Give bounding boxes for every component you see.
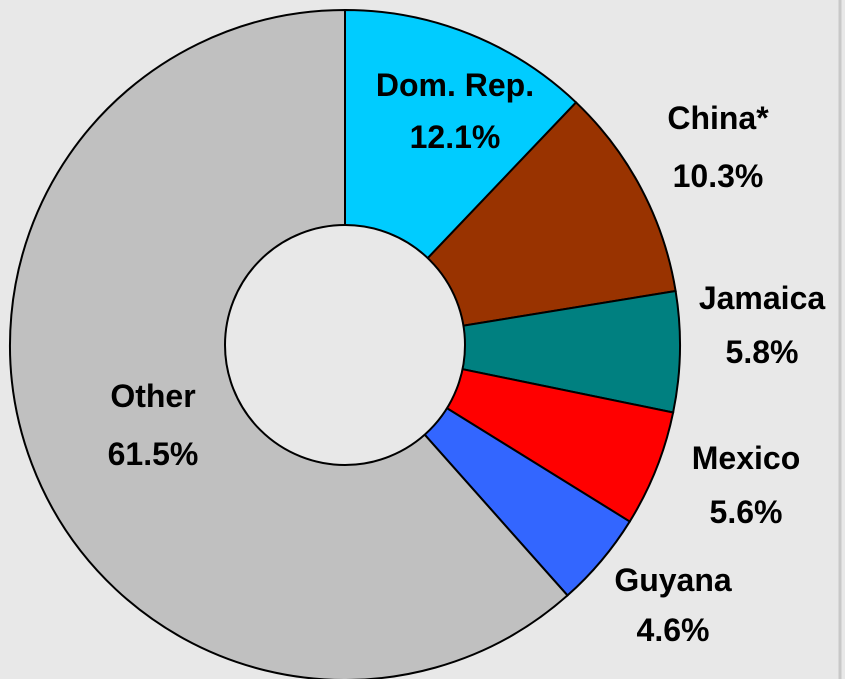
slice-label-other: Other bbox=[110, 378, 195, 414]
slice-value-other: 61.5% bbox=[108, 436, 199, 472]
slice-label-china: China* bbox=[667, 100, 769, 136]
slice-jamaica bbox=[344, 289, 681, 414]
slice-value-china: 10.3% bbox=[673, 158, 764, 194]
slice-label-jamaica: Jamaica bbox=[699, 280, 826, 316]
slice-value-jamaica: 5.8% bbox=[726, 334, 799, 370]
slice-label-guyana: Guyana bbox=[614, 562, 732, 598]
donut-hole bbox=[224, 224, 466, 466]
slice-value-dom-rep: 12.1% bbox=[410, 119, 501, 155]
slice-value-guyana: 4.6% bbox=[637, 612, 710, 648]
labels-group: Dom. Rep. 12.1% China* 10.3% Jamaica 5.8% Mexi… bbox=[108, 67, 826, 648]
slice-value-mexico: 5.6% bbox=[710, 494, 783, 530]
slice-label-dom-rep: Dom. Rep. bbox=[376, 67, 534, 103]
slice-label-mexico: Mexico bbox=[692, 440, 800, 476]
